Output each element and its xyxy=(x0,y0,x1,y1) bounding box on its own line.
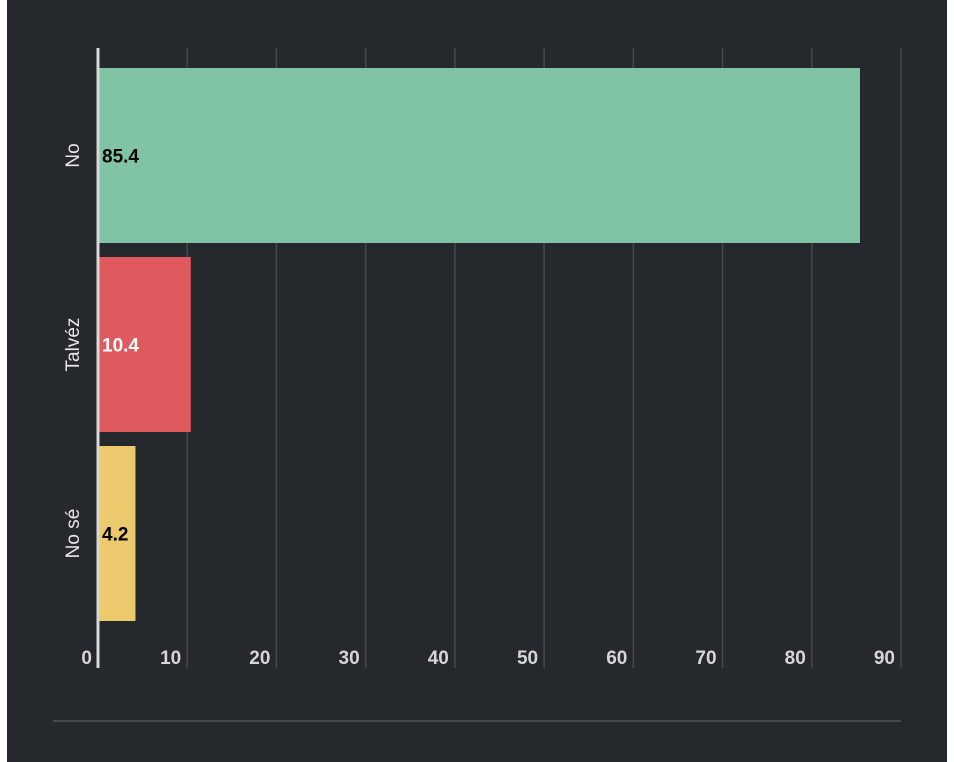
x-tick-label: 40 xyxy=(428,648,449,669)
chart-panel: 0 10 20 30 40 50 60 70 80 90 85.4 No 10.4 Talvéz 4.2 No… xyxy=(7,0,947,762)
bar xyxy=(98,68,860,243)
data-label: 85.4 xyxy=(102,147,139,168)
data-label: 4.2 xyxy=(102,525,128,546)
x-tick-label: 50 xyxy=(517,648,538,669)
category-label: Talvéz xyxy=(63,318,84,372)
x-tick-label: 60 xyxy=(606,648,627,669)
x-tick-label: 30 xyxy=(339,648,360,669)
category-label: No xyxy=(63,143,84,167)
x-tick-label: 80 xyxy=(785,648,806,669)
bars xyxy=(98,68,860,621)
x-tick-label: 10 xyxy=(160,648,181,669)
x-tick-label: 20 xyxy=(249,648,270,669)
bar-chart: 0 10 20 30 40 50 60 70 80 90 85.4 No 10.4 Talvéz 4.2 No… xyxy=(63,48,902,669)
category-label: No sé xyxy=(63,509,84,559)
x-tick-label: 90 xyxy=(874,648,895,669)
footer-divider xyxy=(53,720,901,722)
bar xyxy=(98,257,191,432)
labels: 0 10 20 30 40 50 60 70 80 90 85.4 No 10.4 Talvéz 4.2 No… xyxy=(63,143,895,669)
bar xyxy=(98,446,136,621)
x-tick-label: 0 xyxy=(81,648,92,669)
x-tick-label: 70 xyxy=(695,648,716,669)
data-label: 10.4 xyxy=(102,336,139,357)
